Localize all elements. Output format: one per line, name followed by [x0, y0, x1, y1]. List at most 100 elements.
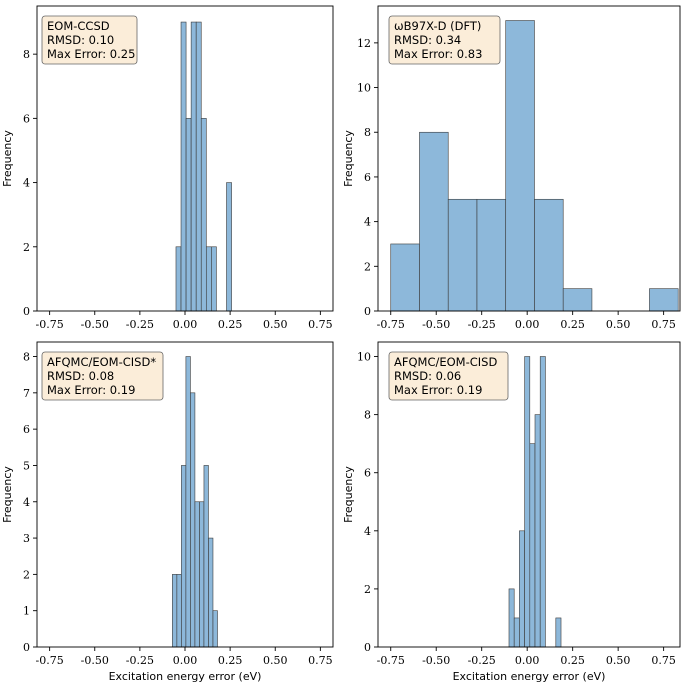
histogram-bar [505, 20, 535, 312]
y-axis-label: Frequency [1, 466, 14, 523]
y-axis-label: Frequency [342, 130, 355, 187]
y-tick-label: 4 [23, 496, 30, 509]
x-tick-label: 0.50 [606, 654, 631, 667]
histogram-panel-wb97x-d: -0.75 -0.50 -0.25 0.00 0.25 0.50 0.75 0 2 4 6 8 10 12… [342, 5, 681, 331]
x-tick-label: -0.25 [126, 318, 154, 331]
histogram-panel-afqmc-eom-cisd-star: -0.75 -0.50 -0.25 0.00 0.25 0.50 0.75 0 1 2 3 4 5 6 7 8… [1, 341, 334, 683]
x-tick-label: 0.75 [651, 654, 676, 667]
y-tick-label: 10 [357, 82, 371, 95]
y-axis-label: Frequency [342, 466, 355, 523]
histogram-bar [226, 182, 232, 312]
histogram-bar [190, 392, 196, 648]
histogram-bar [200, 118, 207, 312]
histogram-bar [206, 246, 212, 312]
y-tick-label: 8 [23, 48, 30, 61]
x-tick-label: -0.50 [81, 318, 109, 331]
histogram-bar [211, 246, 217, 312]
y-tick-label: 8 [364, 126, 371, 139]
histogram-bar [524, 356, 531, 648]
x-tick-label: -0.50 [422, 654, 450, 667]
x-axis-label: Excitation energy error (eV) [453, 670, 606, 683]
histogram-bar [534, 198, 564, 312]
x-tick-label: 0.25 [218, 318, 243, 331]
histogram-panel-afqmc-eom-cisd: -0.75 -0.50 -0.25 0.00 0.25 0.50 0.75 0 2 4 6 8 10 Fr… [342, 341, 681, 683]
x-tick-label: 0.00 [173, 654, 198, 667]
histogram-bar [172, 574, 178, 648]
x-tick-label: 0.00 [515, 654, 540, 667]
x-tick-label: 0.75 [308, 318, 333, 331]
histogram-bar [513, 617, 520, 648]
method-name: EOM-CCSD [47, 19, 110, 33]
stats-annotation-box [41, 351, 164, 401]
y-tick-label: 4 [364, 525, 371, 538]
y-tick-label: 6 [364, 467, 371, 480]
x-tick-label: 0.25 [560, 654, 585, 667]
y-tick-label: 8 [23, 351, 30, 364]
y-tick-label: 3 [23, 532, 30, 545]
y-tick-label: 5 [23, 459, 30, 472]
stats-line: Max Error: 0.83 [394, 47, 482, 61]
x-tick-label: -0.25 [468, 318, 496, 331]
x-tick-label: 0.50 [263, 654, 288, 667]
stats-annotation-box [388, 351, 509, 401]
x-tick-label: -0.50 [422, 318, 450, 331]
histogram-bar [555, 617, 562, 648]
histogram-bar [185, 356, 191, 648]
histogram-bar [181, 465, 187, 648]
stats-line: RMSD: 0.34 [394, 33, 461, 47]
histogram-bar [212, 610, 218, 648]
histogram-bar [199, 501, 205, 648]
y-tick-label: 7 [23, 387, 30, 400]
y-tick-label: 2 [23, 568, 30, 581]
stats-annotation-box [41, 15, 138, 65]
y-tick-label: 0 [23, 305, 30, 318]
x-tick-label: -0.75 [36, 654, 64, 667]
histogram-bar [476, 198, 507, 312]
histogram-bar [447, 198, 478, 312]
stats-line: RMSD: 0.06 [394, 369, 461, 383]
histogram-bar [175, 246, 182, 312]
y-tick-label: 4 [23, 177, 30, 190]
method-name: AFQMC/EOM-CISD [394, 355, 497, 369]
histogram-bar [649, 288, 679, 312]
histogram-bar [390, 243, 420, 312]
y-tick-label: 0 [23, 641, 30, 654]
y-tick-label: 2 [364, 583, 371, 596]
histogram-bar [534, 414, 541, 648]
histogram-bar [203, 465, 209, 648]
histogram-panel-eom-ccsd: -0.75 -0.50 -0.25 0.00 0.25 0.50 0.75 0 2 4 6 8 Freq… [1, 5, 334, 331]
histogram-bar [562, 288, 593, 312]
stats-line: RMSD: 0.10 [47, 33, 114, 47]
x-tick-label: 0.50 [606, 318, 631, 331]
histogram-bar [539, 356, 546, 648]
stats-line: Max Error: 0.19 [47, 383, 135, 397]
axes-frame [377, 5, 681, 312]
y-tick-label: 0 [364, 305, 371, 318]
stats-line: Max Error: 0.25 [47, 47, 135, 61]
y-tick-label: 8 [364, 409, 371, 422]
y-tick-label: 2 [364, 260, 371, 273]
x-tick-label: -0.75 [36, 318, 64, 331]
y-axis-label: Frequency [1, 130, 14, 187]
y-tick-label: 4 [364, 216, 371, 229]
x-tick-label: -0.75 [377, 318, 405, 331]
x-tick-label: 0.25 [560, 318, 585, 331]
x-tick-label: 0.75 [651, 318, 676, 331]
y-tick-label: 2 [23, 241, 30, 254]
histogram-bar [208, 537, 214, 648]
y-tick-label: 12 [357, 37, 371, 50]
histogram-bar [194, 501, 200, 648]
histogram-bar [180, 21, 187, 312]
histogram-bar [176, 574, 182, 648]
x-axis-label: Excitation energy error (eV) [109, 670, 262, 683]
histogram-bar [529, 443, 536, 648]
histogram-bar [519, 530, 525, 648]
x-tick-label: -0.50 [81, 654, 109, 667]
x-tick-label: -0.25 [468, 654, 496, 667]
x-tick-label: 0.25 [218, 654, 243, 667]
histogram-bar [190, 21, 197, 312]
histogram-bar [185, 118, 192, 312]
method-name: AFQMC/EOM-CISD* [47, 355, 156, 369]
x-tick-label: 0.50 [263, 318, 288, 331]
